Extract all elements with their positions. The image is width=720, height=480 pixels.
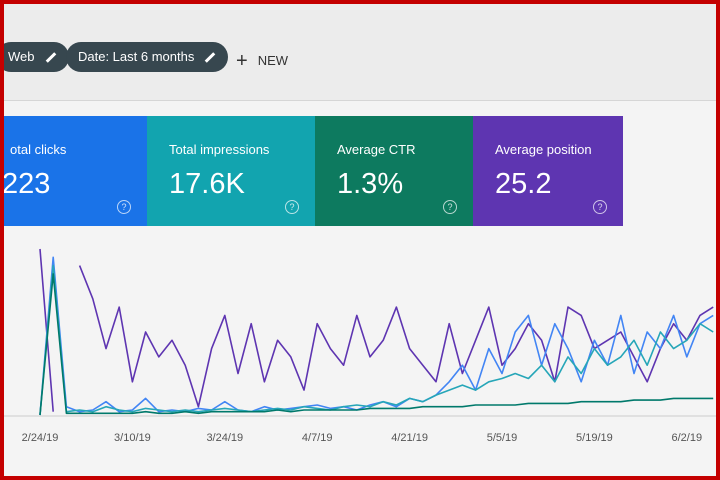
metric-card[interactable]: otal clicks 223? [2, 116, 147, 226]
card-value: 1.3% [337, 168, 404, 200]
filter-chip[interactable]: Web [4, 42, 69, 72]
filter-chip[interactable]: Date: Last 6 months [66, 42, 229, 72]
x-tick-label: 6/2/19 [672, 432, 703, 444]
button-label: NEW [257, 53, 289, 68]
chip-label: Date: Last 6 months [78, 49, 195, 64]
x-tick-label: 4/7/19 [302, 432, 333, 444]
chip-label: Web [8, 49, 35, 64]
metric-card[interactable]: Average position 25.2? [473, 116, 623, 226]
x-tick-label: 2/24/19 [22, 432, 59, 444]
card-value: 223 [2, 168, 51, 200]
card-value: 25.2 [495, 168, 552, 200]
card-label: otal clicks [10, 142, 67, 157]
series-line [39, 264, 714, 416]
x-tick-label: 5/19/19 [576, 432, 613, 444]
card-value: 17.6K [169, 168, 245, 200]
new-button[interactable]: + NEW [236, 50, 289, 72]
card-label: Total impressions [169, 142, 270, 157]
chart: 2/24/19 3/10/19 3/24/19 4/7/19 4/21/19 5/5/19… [4, 248, 716, 444]
toolbar: Web Date: Last 6 months + NEW [4, 4, 716, 101]
card-label: Average position [495, 142, 592, 157]
x-tick-label: 4/21/19 [391, 432, 428, 444]
metric-card[interactable]: Total impressions 17.6K? [147, 116, 315, 226]
metric-card[interactable]: Average CTR 1.3%? [315, 116, 473, 226]
series-line [39, 256, 714, 416]
x-tick-label: 3/10/19 [114, 432, 151, 444]
card-label: Average CTR [337, 142, 416, 157]
series-line [39, 273, 714, 416]
x-tick-label: 3/24/19 [206, 432, 243, 444]
series-line [39, 248, 714, 412]
x-tick-label: 5/5/19 [487, 432, 518, 444]
